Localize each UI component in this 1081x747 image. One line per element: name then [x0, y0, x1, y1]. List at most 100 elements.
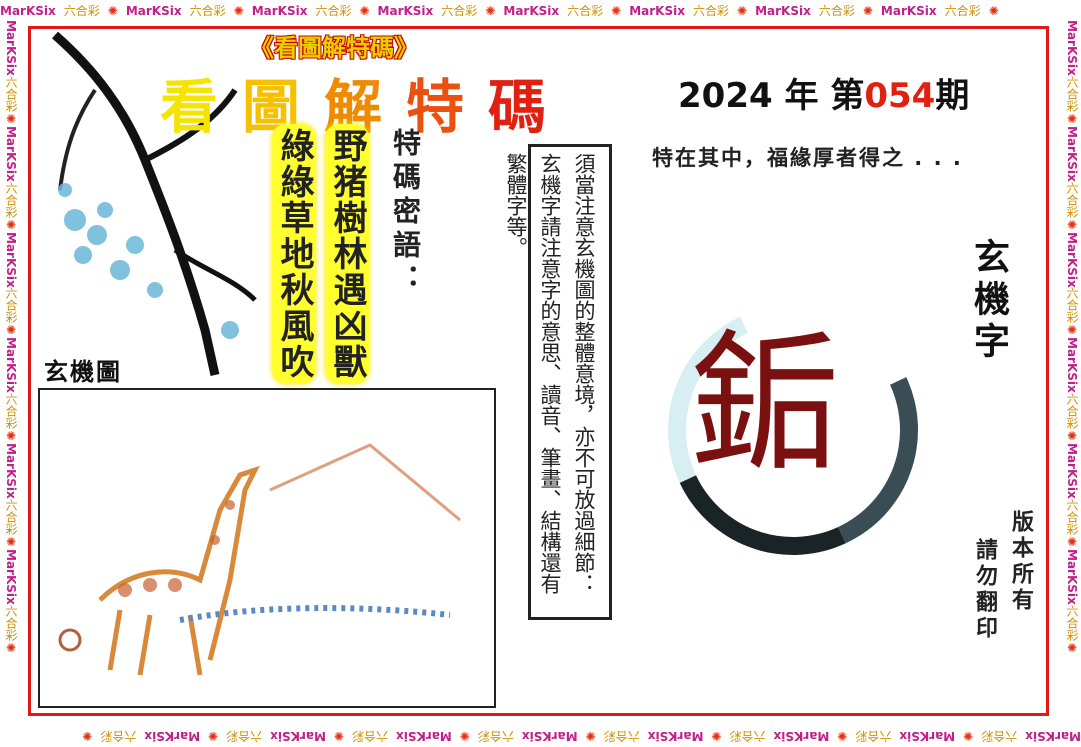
secret-label: 特碼密語： [389, 128, 422, 298]
flower-icon: ✺ [585, 729, 596, 743]
liuhecai-text: 六合彩 [4, 498, 18, 535]
flower-icon: ✺ [737, 4, 748, 18]
liuhecai-text: 六合彩 [4, 393, 18, 430]
flower-icon: ✺ [485, 4, 496, 18]
secret-line-1: 野猪樹林遇凶獸 [325, 124, 369, 384]
marksix-text: MarKSix [503, 4, 560, 18]
liuhecai-text: 六合彩 [189, 4, 226, 18]
liuhecai-text: 六合彩 [729, 729, 766, 743]
marksix-text: MarKSix [755, 4, 811, 18]
subtitle: 《看圖解特碼》 [250, 34, 418, 62]
liuhecai-text: 六合彩 [63, 4, 100, 18]
hint-text: 須當注意玄機圖的整體意境，亦不可放過細節：玄機字請注意字的意思、讀音、筆畫、結構… [504, 153, 596, 594]
flower-icon: ✺ [4, 640, 18, 655]
marksix-text: MarKSix [1065, 443, 1079, 499]
red-frame [28, 26, 1049, 716]
flower-icon: ✺ [359, 4, 370, 18]
marksix-text: MarKSix [4, 231, 18, 288]
marksix-text: MarKSix [899, 729, 956, 743]
marksix-text: MarKSix [1065, 231, 1079, 288]
liuhecai-text: 六合彩 [855, 729, 892, 743]
marksix-text: MarKSix [1065, 548, 1079, 605]
flower-icon: ✺ [233, 4, 244, 18]
issue-info: 2024 年 第054期 [678, 68, 969, 117]
liuhecai-text: 六合彩 [315, 4, 352, 18]
puzzle-picture [38, 388, 496, 708]
border-ticker-top: MarKSix 六合彩 ✺ MarKSix 六合彩 ✺ MarKSix 六合彩 ✺ MarKSix… [0, 2, 1081, 20]
marksix-text: MarKSix [396, 729, 452, 743]
keyword-label: 玄機字 [968, 238, 1009, 364]
marksix-text: MarKSix [647, 729, 704, 743]
marksix-text: MarKSix [773, 729, 830, 743]
title-char: 碼 [488, 73, 571, 141]
liuhecai-text: 六合彩 [1065, 287, 1079, 324]
marksix-text: MarKSix [251, 4, 308, 18]
keyword-char: 銗 [690, 318, 841, 492]
marksix-text: MarKSix [4, 125, 18, 182]
secret-line-2: 綠綠草地秋風吹 [272, 124, 316, 384]
liuhecai-text: 六合彩 [4, 75, 18, 112]
border-ticker-right: MarKSix六合彩✺MarKSix六合彩✺MarKSix六合彩✺MarKSix… [1061, 20, 1081, 727]
border-ticker-bottom: MarKSix 六合彩 ✺ MarKSix 六合彩 ✺ MarKSix 六合彩 ✺ MarKSix… [0, 727, 1081, 745]
liuhecai-text: 六合彩 [1065, 393, 1079, 430]
flower-icon: ✺ [988, 4, 999, 18]
liuhecai-text: 六合彩 [1065, 604, 1079, 641]
issue-number: 054 [864, 76, 936, 116]
liuhecai-text: 六合彩 [603, 729, 640, 743]
marksix-text: MarKSix [270, 729, 326, 743]
liuhecai-text: 六合彩 [818, 4, 855, 18]
liuhecai-text: 六合彩 [1065, 75, 1079, 112]
marksix-text: MarKSix [521, 729, 578, 743]
giraffe-sketch [58, 443, 461, 676]
flower-icon: ✺ [837, 729, 848, 743]
border-ticker-left: MarKSix六合彩✺MarKSix六合彩✺MarKSix六合彩✺MarKSix… [0, 20, 20, 727]
flower-icon: ✺ [963, 729, 974, 743]
flower-icon: ✺ [1065, 534, 1079, 549]
liuhecai-text: 六合彩 [1065, 181, 1079, 218]
liuhecai-text: 六合彩 [4, 604, 18, 641]
liuhecai-text: 六合彩 [226, 729, 263, 743]
marksix-text: MarKSix [4, 443, 18, 499]
flower-icon: ✺ [611, 4, 622, 18]
flower-icon: ✺ [711, 729, 722, 743]
year: 2024 [678, 76, 773, 116]
marksix-text: MarKSix [1065, 337, 1079, 394]
flower-icon: ✺ [333, 729, 344, 743]
liuhecai-text: 六合彩 [944, 4, 981, 18]
plum-blossom-branch-painting [52, 31, 257, 376]
motto: 特在其中，福緣厚者得之 . . . [652, 146, 963, 170]
flower-icon: ✺ [208, 729, 219, 743]
marksix-text: MarKSix [1065, 125, 1079, 182]
liuhecai-text: 六合彩 [352, 729, 389, 743]
flower-icon: ✺ [4, 111, 18, 126]
flower-icon: ✺ [4, 429, 18, 444]
flower-icon: ✺ [1065, 217, 1079, 232]
picture-label: 玄機圖 [44, 358, 122, 386]
marksix-text: MarKSix [4, 548, 18, 605]
flower-icon: ✺ [107, 4, 118, 18]
flower-icon: ✺ [4, 534, 18, 549]
marksix-text: MarKSix [0, 4, 56, 18]
marksix-text: MarKSix [1065, 20, 1079, 76]
copyright-line-1: 版本所有 [1008, 510, 1033, 614]
flower-icon: ✺ [4, 323, 18, 338]
liuhecai-text: 六合彩 [477, 729, 514, 743]
issue-suffix: 期 [935, 76, 970, 116]
liuhecai-text: 六合彩 [4, 287, 18, 324]
copyright-line-2: 請勿翻印 [972, 538, 997, 642]
marksix-text: MarKSix [1025, 729, 1081, 743]
flower-icon: ✺ [1065, 111, 1079, 126]
flower-icon: ✺ [459, 729, 470, 743]
flower-icon: ✺ [862, 4, 873, 18]
liuhecai-text: 六合彩 [4, 181, 18, 218]
liuhecai-text: 六合彩 [100, 729, 137, 743]
marksix-text: MarKSix [125, 4, 182, 18]
marksix-text: MarKSix [4, 20, 18, 76]
title-char: 特 [406, 73, 489, 141]
marksix-text: MarKSix [377, 4, 434, 18]
title-char: 看 [160, 73, 243, 141]
liuhecai-text: 六合彩 [981, 729, 1018, 743]
flower-icon: ✺ [1065, 429, 1079, 444]
flower-icon: ✺ [4, 217, 18, 232]
flower-icon: ✺ [1065, 640, 1079, 655]
